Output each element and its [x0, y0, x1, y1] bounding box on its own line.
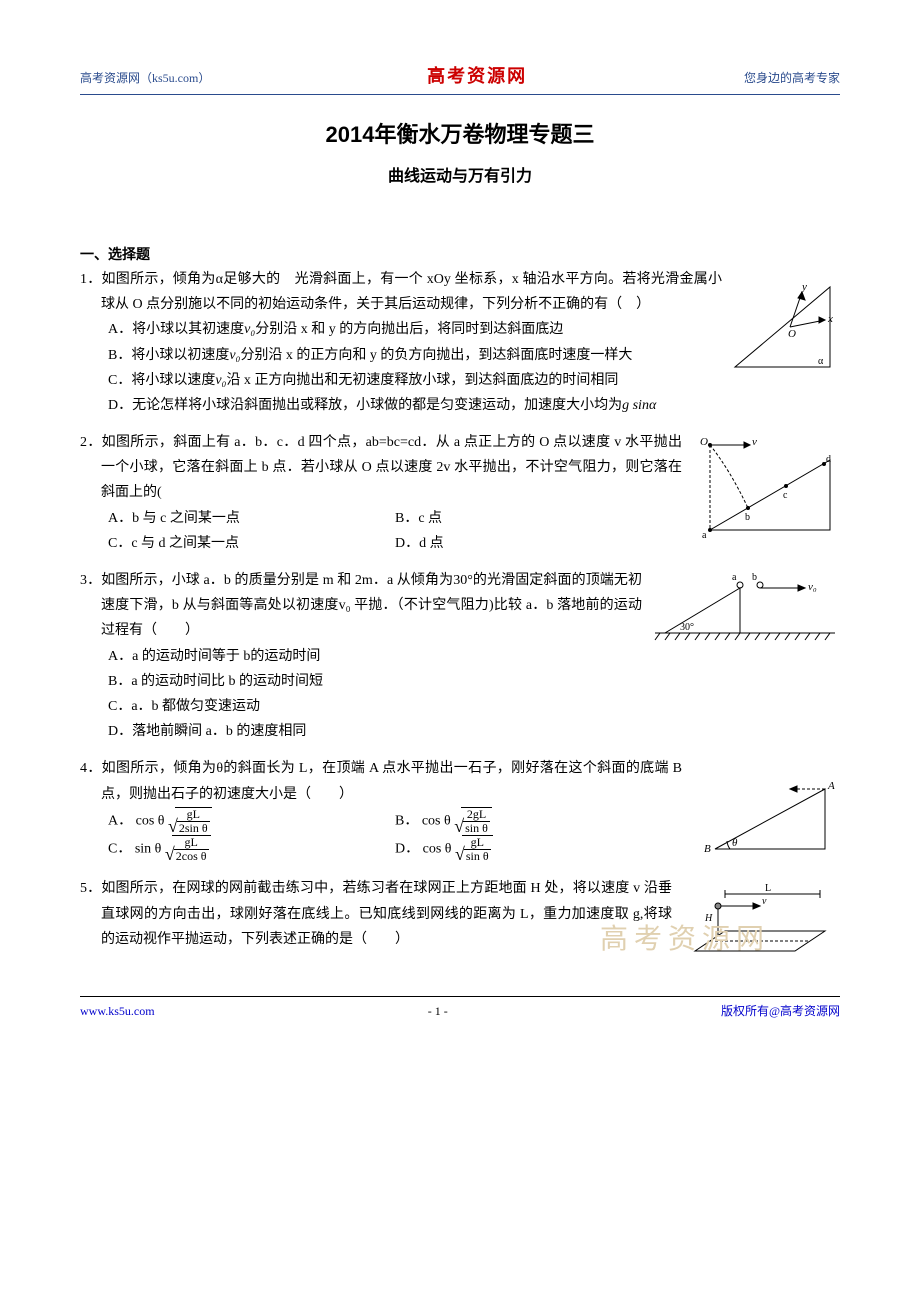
header-left: 高考资源网（ks5u.com） [80, 68, 210, 90]
main-title: 2014年衡水万卷物理专题三 [80, 115, 840, 155]
q2-figure: O v a b c d [690, 430, 840, 540]
question-2: O v a b c d 2．如图所示，斜面上有 a．b．c．d 四个点，ab=b… [80, 430, 840, 556]
svg-text:O: O [788, 328, 796, 340]
svg-text:H: H [704, 913, 713, 924]
page-footer: www.ks5u.com - 1 - 版权所有@高考资源网 [80, 996, 840, 1023]
svg-text:c: c [783, 490, 788, 501]
footer-mid: - 1 - [428, 1001, 448, 1023]
q5-figure: L H v [680, 876, 840, 966]
q4-opt-c: C． sin θ gL2cos θ [108, 835, 395, 863]
svg-text:a: a [702, 530, 707, 540]
svg-text:v: v [752, 436, 757, 448]
q3-opt-d: D．落地前瞬间 a．b 的速度相同 [108, 719, 840, 744]
q4-opt-d: D． cos θ gLsin θ [395, 835, 682, 863]
svg-text:b: b [745, 512, 750, 523]
q3-opt-c: C．a．b 都做匀变速运动 [108, 694, 840, 719]
header-right: 您身边的高考专家 [744, 68, 840, 90]
svg-text:b: b [752, 572, 757, 583]
footer-right: 版权所有@高考资源网 [721, 1001, 840, 1023]
svg-text:30°: 30° [680, 622, 694, 633]
footer-left: www.ks5u.com [80, 1001, 155, 1023]
svg-text:v: v [762, 896, 767, 907]
q4-opt-a: A． cos θ gL2sin θ [108, 807, 395, 835]
q2-opt-d: D．d 点 [395, 531, 682, 556]
sub-title: 曲线运动与万有引力 [80, 163, 840, 192]
q2-opt-a: A．b 与 c 之间某一点 [108, 506, 395, 531]
q4-figure: A B θ [690, 774, 840, 864]
section-heading: 一、选择题 [80, 242, 840, 267]
svg-text:a: a [732, 572, 737, 583]
q1-opt-d: D．无论怎样将小球沿斜面抛出或释放，小球做的都是匀变速运动，加速度大小均为g s… [108, 393, 840, 418]
svg-text:v₀: v₀ [808, 581, 817, 593]
q4-opt-b: B． cos θ 2gLsin θ [395, 807, 682, 835]
svg-text:y: y [801, 281, 807, 293]
question-5: L H v 5．如图所示，在网球的网前截击练习中，若练习者在球网正上方距地面 H… [80, 876, 840, 966]
q1-stem: 1．如图所示，倾角为α足够大的 光滑斜面上，有一个 xOy 坐标系，x 轴沿水平… [80, 267, 840, 317]
svg-text:B: B [704, 843, 711, 855]
svg-text:O: O [700, 436, 708, 448]
page-header: 高考资源网（ks5u.com） 高考资源网 您身边的高考专家 [80, 60, 840, 95]
q1-figure: O x y α [730, 267, 840, 372]
svg-text:α: α [818, 356, 824, 367]
q3-figure: 30° a b v₀ [650, 568, 840, 648]
q2-opt-c: C．c 与 d 之间某一点 [108, 531, 395, 556]
q2-opt-b: B．c 点 [395, 506, 682, 531]
header-mid: 高考资源网 [427, 60, 527, 92]
question-4: A B θ 4．如图所示，倾角为θ的斜面长为 L，在顶端 A 点水平抛出一石子，… [80, 756, 840, 864]
question-3: 30° a b v₀ 3．如图所示，小球 a．b 的质量分别是 m 和 2m．a… [80, 568, 840, 744]
svg-text:θ: θ [732, 837, 738, 849]
svg-text:d: d [826, 454, 831, 465]
question-1: O x y α 1．如图所示，倾角为α足够大的 光滑斜面上，有一个 xOy 坐标… [80, 267, 840, 418]
svg-text:x: x [827, 313, 833, 325]
svg-text:L: L [765, 883, 771, 894]
svg-text:A: A [827, 780, 835, 792]
title-block: 2014年衡水万卷物理专题三 曲线运动与万有引力 [80, 115, 840, 191]
q3-opt-b: B．a 的运动时间比 b 的运动时间短 [108, 669, 840, 694]
